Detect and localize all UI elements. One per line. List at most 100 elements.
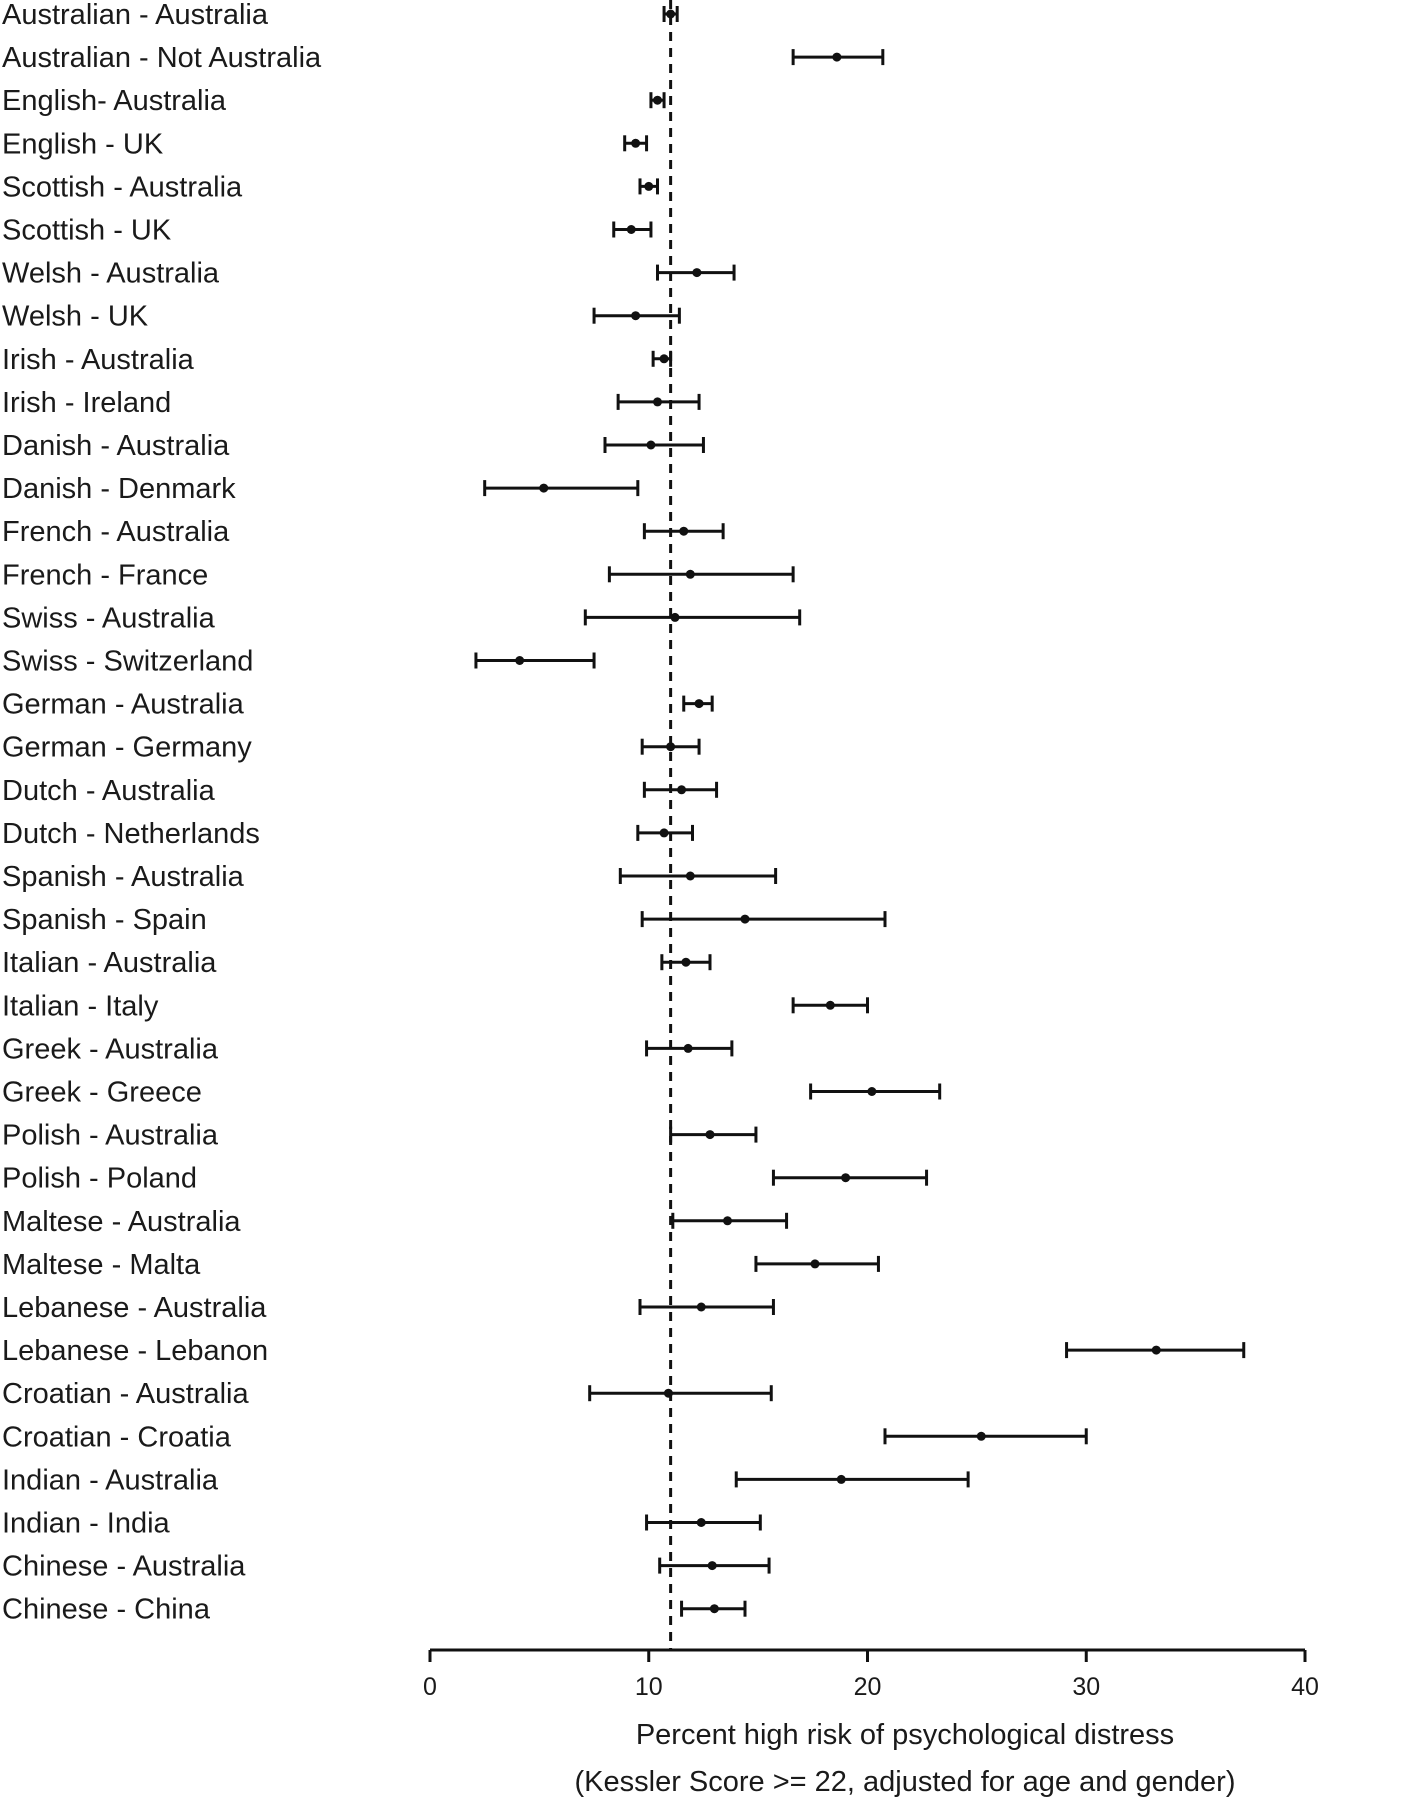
estimate-point — [696, 1518, 706, 1527]
estimate-point — [692, 268, 702, 278]
forest-row: Chinese - Australia — [2, 1551, 771, 1583]
forest-row: Australian - Not Australia — [2, 42, 885, 74]
row-label: Australian - Not Australia — [2, 42, 322, 74]
estimate-point — [723, 1216, 732, 1226]
estimate-point — [685, 569, 695, 579]
forest-row: Polish - Australia — [2, 1120, 758, 1152]
x-tick-label: 40 — [1291, 1673, 1319, 1701]
forest-row: Greek - Australia — [2, 1033, 734, 1065]
estimate-point — [659, 354, 669, 364]
forest-row: Spanish - Australia — [2, 861, 778, 893]
estimate-point — [515, 656, 525, 665]
forest-row: Australian - Australia — [2, 0, 679, 31]
rows-layer: Australian - Australia Australian - Not A… — [2, 0, 1246, 1626]
forest-row: German - Germany — [2, 732, 701, 764]
forest-row: Irish - Ireland — [2, 387, 701, 419]
x-axis: 0 10 20 30 40 — [423, 1648, 1319, 1701]
forest-row: Croatian - Croatia — [2, 1421, 1088, 1453]
estimate-point — [626, 225, 636, 234]
forest-row: Italian - Italy — [2, 990, 869, 1022]
row-label: Australian - Australia — [2, 0, 269, 31]
row-label: Spanish - Australia — [2, 861, 245, 893]
forest-row: Spanish - Spain — [2, 904, 887, 936]
estimate-point — [646, 440, 656, 450]
row-label: English - UK — [2, 128, 164, 160]
estimate-point — [659, 828, 669, 838]
estimate-point — [631, 311, 641, 321]
row-label: Dutch - Australia — [2, 775, 216, 807]
estimate-point — [867, 1087, 877, 1096]
row-label: Swiss - Australia — [2, 602, 216, 634]
row-label: Swiss - Switzerland — [2, 646, 253, 678]
estimate-point — [679, 526, 689, 536]
estimate-point — [841, 1173, 851, 1183]
forest-row: English - UK — [2, 128, 649, 160]
x-tick-label: 30 — [1072, 1673, 1100, 1701]
forest-row: Lebanese - Lebanon — [2, 1335, 1246, 1367]
row-label: Lebanese - Lebanon — [2, 1335, 268, 1367]
estimate-point — [644, 181, 654, 191]
forest-row: Lebanese - Australia — [2, 1292, 775, 1324]
forest-row: Maltese - Australia — [2, 1206, 789, 1238]
estimate-point — [653, 95, 662, 105]
estimate-point — [653, 397, 662, 407]
forest-row: French - France — [2, 559, 795, 591]
forest-row: Greek - Greece — [2, 1077, 942, 1109]
row-label: Welsh - UK — [2, 301, 149, 333]
estimate-point — [707, 1561, 717, 1571]
row-label: Indian - Australia — [2, 1464, 219, 1496]
forest-row: Irish - Australia — [2, 344, 673, 376]
row-label: Chinese - Australia — [2, 1551, 246, 1583]
estimate-point — [694, 699, 704, 709]
estimate-point — [832, 52, 842, 62]
row-label: Lebanese - Australia — [2, 1292, 267, 1324]
row-label: Scottish - Australia — [2, 171, 243, 203]
x-tick-label: 20 — [854, 1673, 882, 1701]
row-label: German - Germany — [2, 732, 252, 764]
estimate-point — [685, 871, 695, 881]
row-label: French - Australia — [2, 516, 230, 548]
x-axis-title-line2: (Kessler Score >= 22, adjusted for age a… — [575, 1766, 1236, 1798]
forest-row: Polish - Poland — [2, 1163, 929, 1195]
forest-row: Dutch - Australia — [2, 775, 719, 807]
forest-row: Swiss - Australia — [2, 602, 802, 634]
estimate-point — [681, 957, 691, 967]
row-label: German - Australia — [2, 689, 245, 721]
forest-row: Danish - Denmark — [2, 473, 640, 505]
estimate-point — [836, 1474, 846, 1484]
estimate-point — [539, 483, 549, 493]
forest-row: Maltese - Malta — [2, 1249, 880, 1281]
row-label: Chinese - China — [2, 1594, 211, 1626]
row-label: Irish - Australia — [2, 344, 195, 376]
row-label: Danish - Denmark — [2, 473, 236, 505]
row-label: Danish - Australia — [2, 430, 230, 462]
x-axis-title-line1: Percent high risk of psychological distr… — [636, 1719, 1174, 1751]
row-label: Welsh - Australia — [2, 258, 220, 290]
estimate-point — [1151, 1345, 1161, 1355]
row-label: French - France — [2, 559, 208, 591]
estimate-point — [810, 1259, 820, 1269]
forest-row: Welsh - UK — [2, 301, 681, 333]
row-label: Italian - Italy — [2, 990, 159, 1022]
estimate-point — [825, 1000, 835, 1010]
estimate-point — [740, 914, 750, 924]
row-label: Polish - Australia — [2, 1120, 219, 1152]
forest-row: Danish - Australia — [2, 430, 705, 462]
row-label: Dutch - Netherlands — [2, 818, 260, 850]
forest-row: Dutch - Netherlands — [2, 818, 694, 850]
forest-row: Chinese - China — [2, 1594, 747, 1626]
forest-row: Swiss - Switzerland — [2, 646, 596, 678]
estimate-point — [683, 1043, 693, 1053]
forest-row: English- Australia — [2, 85, 666, 117]
forest-row: Indian - India — [2, 1508, 762, 1540]
row-label: Greek - Greece — [2, 1077, 202, 1109]
estimate-point — [631, 138, 641, 148]
estimate-point — [677, 785, 687, 795]
row-label: Maltese - Australia — [2, 1206, 241, 1238]
forest-row: Scottish - Australia — [2, 171, 659, 203]
x-tick-label: 0 — [423, 1673, 437, 1701]
forest-row: French - Australia — [2, 516, 725, 548]
row-label: English- Australia — [2, 85, 227, 117]
x-tick-label: 10 — [635, 1673, 663, 1701]
